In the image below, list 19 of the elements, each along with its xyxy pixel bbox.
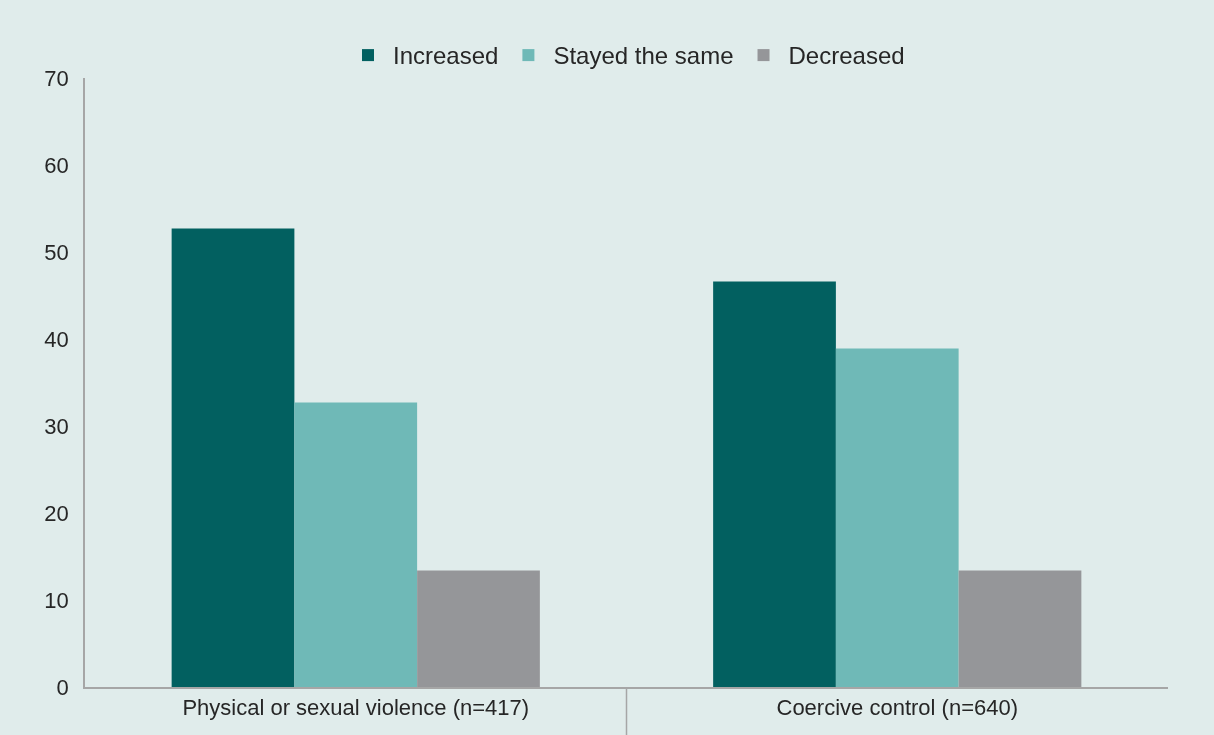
y-tick-label: 50 <box>44 239 69 265</box>
y-tick-label: 0 <box>56 674 69 700</box>
bar <box>835 348 959 687</box>
legend-label: Stayed the same <box>553 42 734 70</box>
x-tick-label: Physical or sexual violence (n=417) <box>182 695 530 721</box>
bar <box>958 570 1082 687</box>
bar <box>417 570 540 687</box>
bar <box>171 228 295 687</box>
x-tick-label: Coercive control (n=640) <box>776 695 1019 721</box>
y-tick-label: 20 <box>44 500 69 526</box>
y-tick-label: 60 <box>44 152 69 178</box>
legend-label: Increased <box>393 42 499 70</box>
bar <box>713 281 836 687</box>
legend-label: Decreased <box>788 42 905 70</box>
y-tick-label: 10 <box>44 587 69 613</box>
y-tick-label: 30 <box>44 413 69 439</box>
bar <box>294 402 418 687</box>
y-tick-label: 70 <box>44 65 69 91</box>
y-tick-label: 40 <box>44 326 69 352</box>
